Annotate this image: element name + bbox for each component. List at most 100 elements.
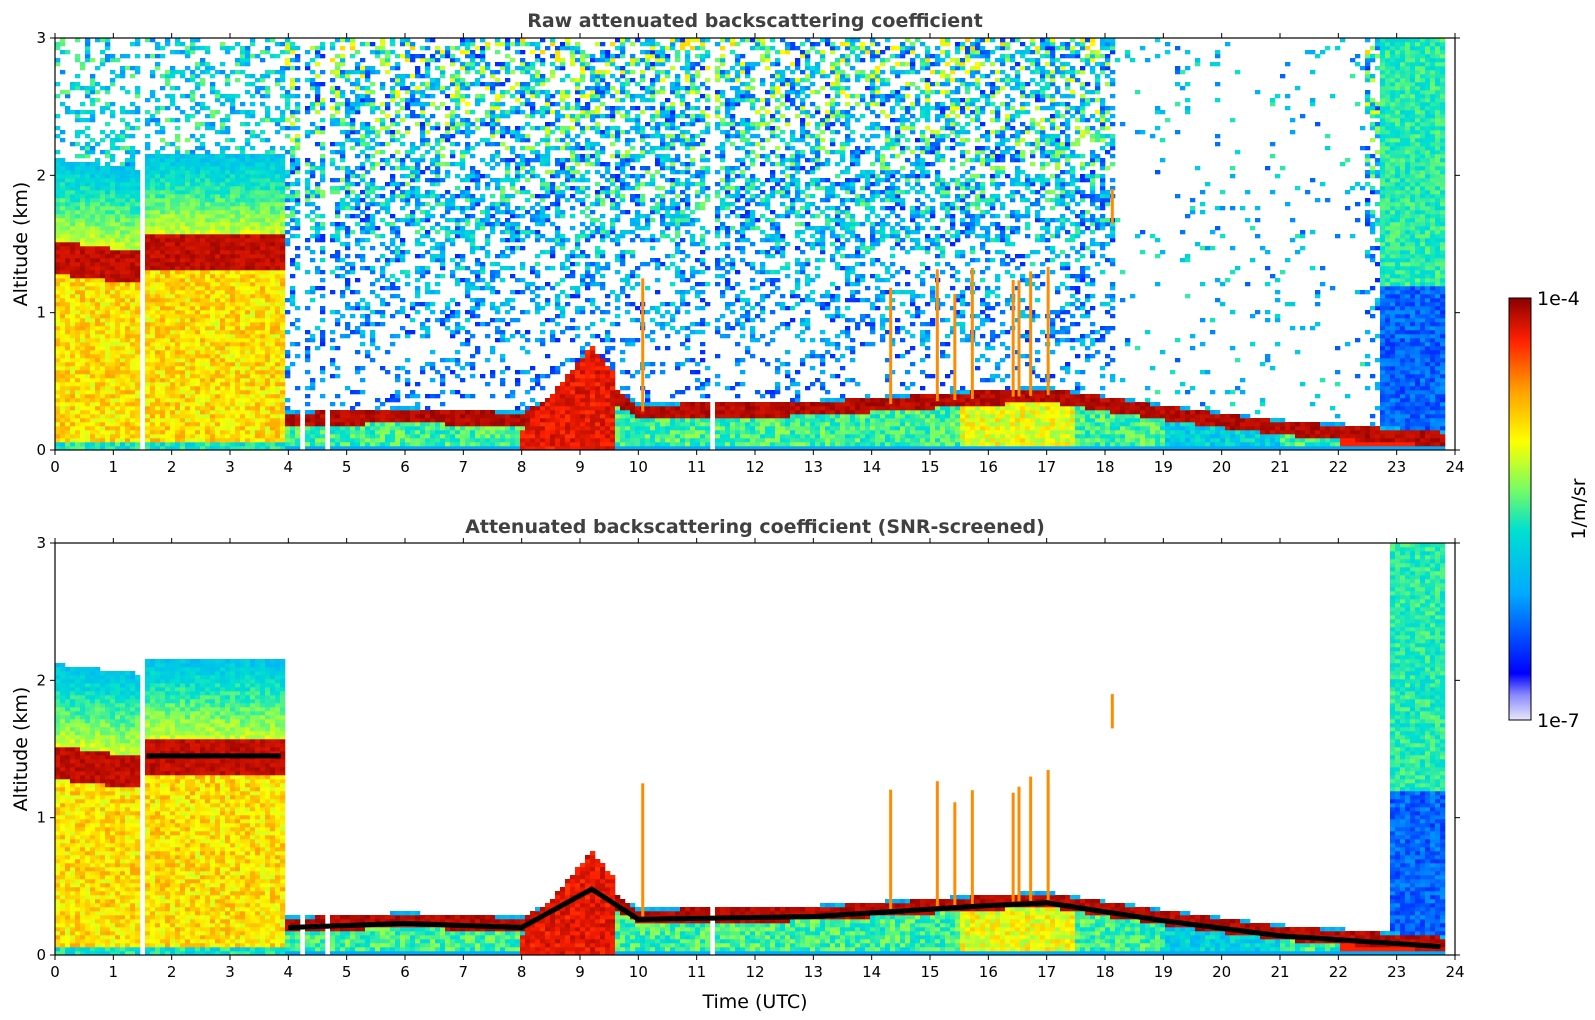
heat-cell [75,418,81,423]
heat-cell [185,366,191,371]
heat-cell [415,414,421,419]
heat-cell [170,438,176,443]
heat-cell [100,434,106,439]
heat-cell [220,286,226,291]
heat-cell [255,430,261,435]
heat-cell [165,418,171,423]
heat-cell [370,182,376,187]
heat-cell [260,174,266,179]
heat-cell [130,234,136,239]
heat-cell [120,194,126,199]
heat-cell [110,258,116,263]
heat-cell [170,342,176,347]
heat-cell [160,426,166,431]
heat-cell [265,350,271,355]
heat-cell [55,174,61,179]
heat-cell [290,46,296,51]
heat-cell [120,146,126,151]
heat-cell [195,430,201,435]
heat-cell [240,50,246,55]
heat-cell [95,262,101,267]
heat-cell [285,434,291,439]
heat-cell [260,434,266,439]
heat-cell [260,394,266,399]
heat-cell [155,182,161,187]
heat-cell [275,366,281,371]
heat-cell [345,138,351,143]
heat-cell [310,422,316,427]
heat-cell [55,410,61,415]
heat-cell [335,238,341,243]
heat-cell [415,162,421,167]
heat-cell [195,398,201,403]
heat-cell [405,86,411,91]
heat-cell [190,42,196,47]
heat-cell [365,430,371,435]
heat-cell [250,210,256,215]
heat-cell [320,146,326,151]
heat-cell [160,374,166,379]
heat-cell [350,426,356,431]
heat-cell [55,162,61,167]
heat-cell [340,226,346,231]
heat-cell [270,302,276,307]
heat-cell [175,166,181,171]
heat-cell [165,306,171,311]
heat-cell [70,354,76,359]
heat-cell [160,234,166,239]
heat-cell [110,218,116,223]
heat-cell [255,394,261,399]
heat-cell [345,178,351,183]
heat-cell [145,422,151,427]
heat-cell [60,210,66,215]
heat-cell [240,230,246,235]
heat-cell [85,378,91,383]
heat-cell [190,74,196,79]
heat-cell [255,294,261,299]
heat-cell [280,442,286,447]
heat-cell [180,394,186,399]
heat-cell [350,314,356,319]
heat-cell [160,46,166,51]
heat-cell [220,210,226,215]
heat-cell [260,58,266,63]
heat-cell [135,286,141,291]
heat-cell [90,230,96,235]
heat-cell [200,82,206,87]
heat-cell [345,182,351,187]
heat-cell [360,94,366,99]
heat-cell [110,102,116,107]
heat-cell [130,178,136,183]
heat-cell [190,174,196,179]
heat-cell [250,282,256,287]
heat-cell [390,214,396,219]
heat-cell [135,222,141,227]
heat-cell [60,158,66,163]
heat-cell [170,202,176,207]
heat-cell [235,370,241,375]
heat-cell [255,134,261,139]
heat-cell [95,330,101,335]
heat-cell [200,282,206,287]
heat-cell [200,134,206,139]
heat-cell [345,194,351,199]
heat-cell [310,130,316,135]
heat-cell [175,118,181,123]
heat-cell [95,206,101,211]
heat-cell [85,394,91,399]
heat-cell [130,438,136,443]
heat-cell [240,194,246,199]
heat-cell [75,350,81,355]
heat-cell [230,98,236,103]
heat-cell [135,338,141,343]
heat-cell [295,126,301,131]
heat-cell [340,198,346,203]
heat-cell [265,262,271,267]
heat-cell [370,226,376,231]
heat-cell [400,38,406,43]
heat-cell [55,238,61,243]
heat-cell [225,354,231,359]
heat-cell [260,402,266,407]
heat-cell [290,126,296,131]
heat-cell [150,374,156,379]
